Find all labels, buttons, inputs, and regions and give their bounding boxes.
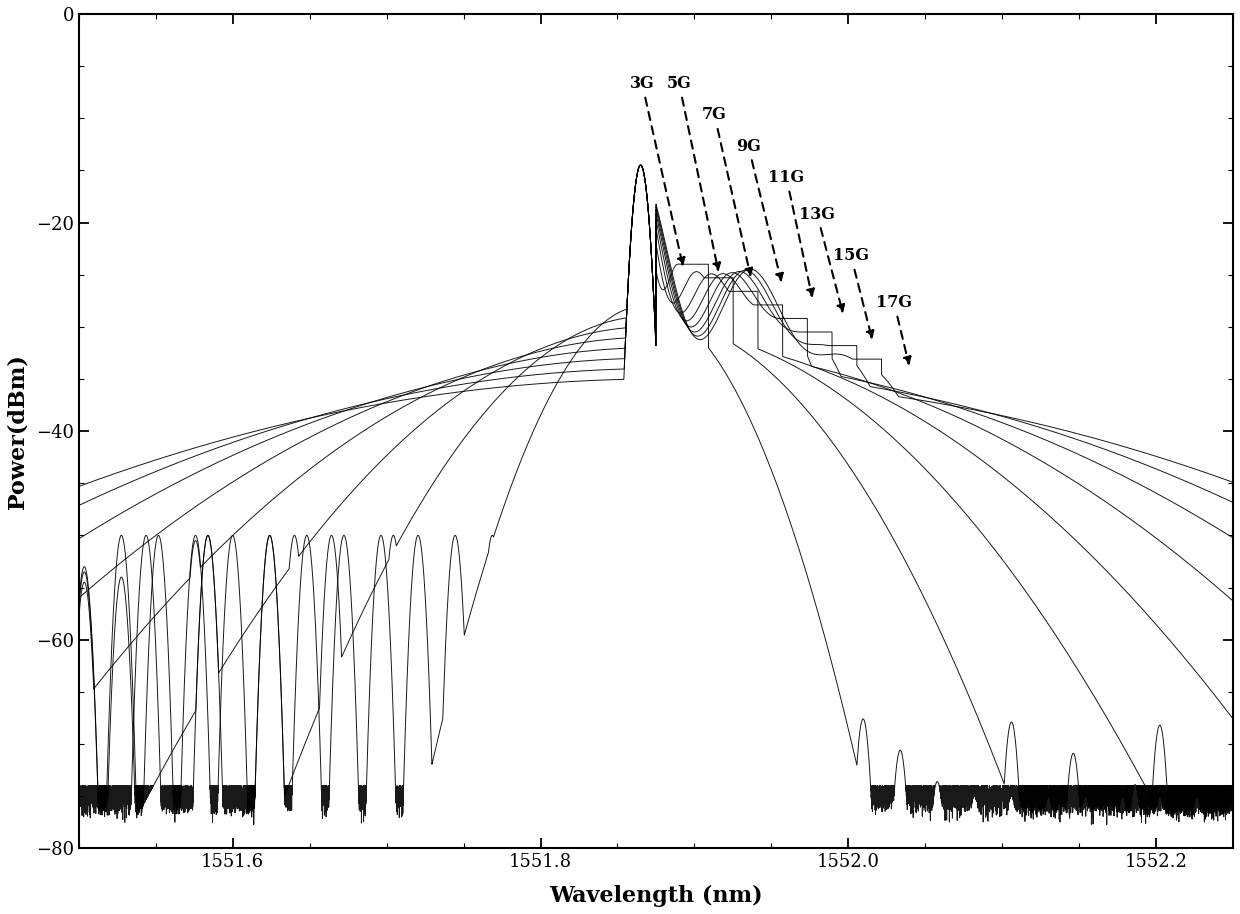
Text: 11G: 11G bbox=[769, 169, 813, 296]
Y-axis label: Power(dBm): Power(dBm) bbox=[7, 354, 29, 508]
Text: 15G: 15G bbox=[833, 247, 873, 337]
Text: 3G: 3G bbox=[630, 75, 684, 264]
Text: 5G: 5G bbox=[667, 75, 720, 270]
Text: 9G: 9G bbox=[737, 138, 782, 280]
Text: 17G: 17G bbox=[875, 294, 913, 364]
Text: 7G: 7G bbox=[702, 106, 753, 275]
Text: 13G: 13G bbox=[799, 206, 844, 312]
X-axis label: Wavelength (nm): Wavelength (nm) bbox=[549, 885, 763, 907]
